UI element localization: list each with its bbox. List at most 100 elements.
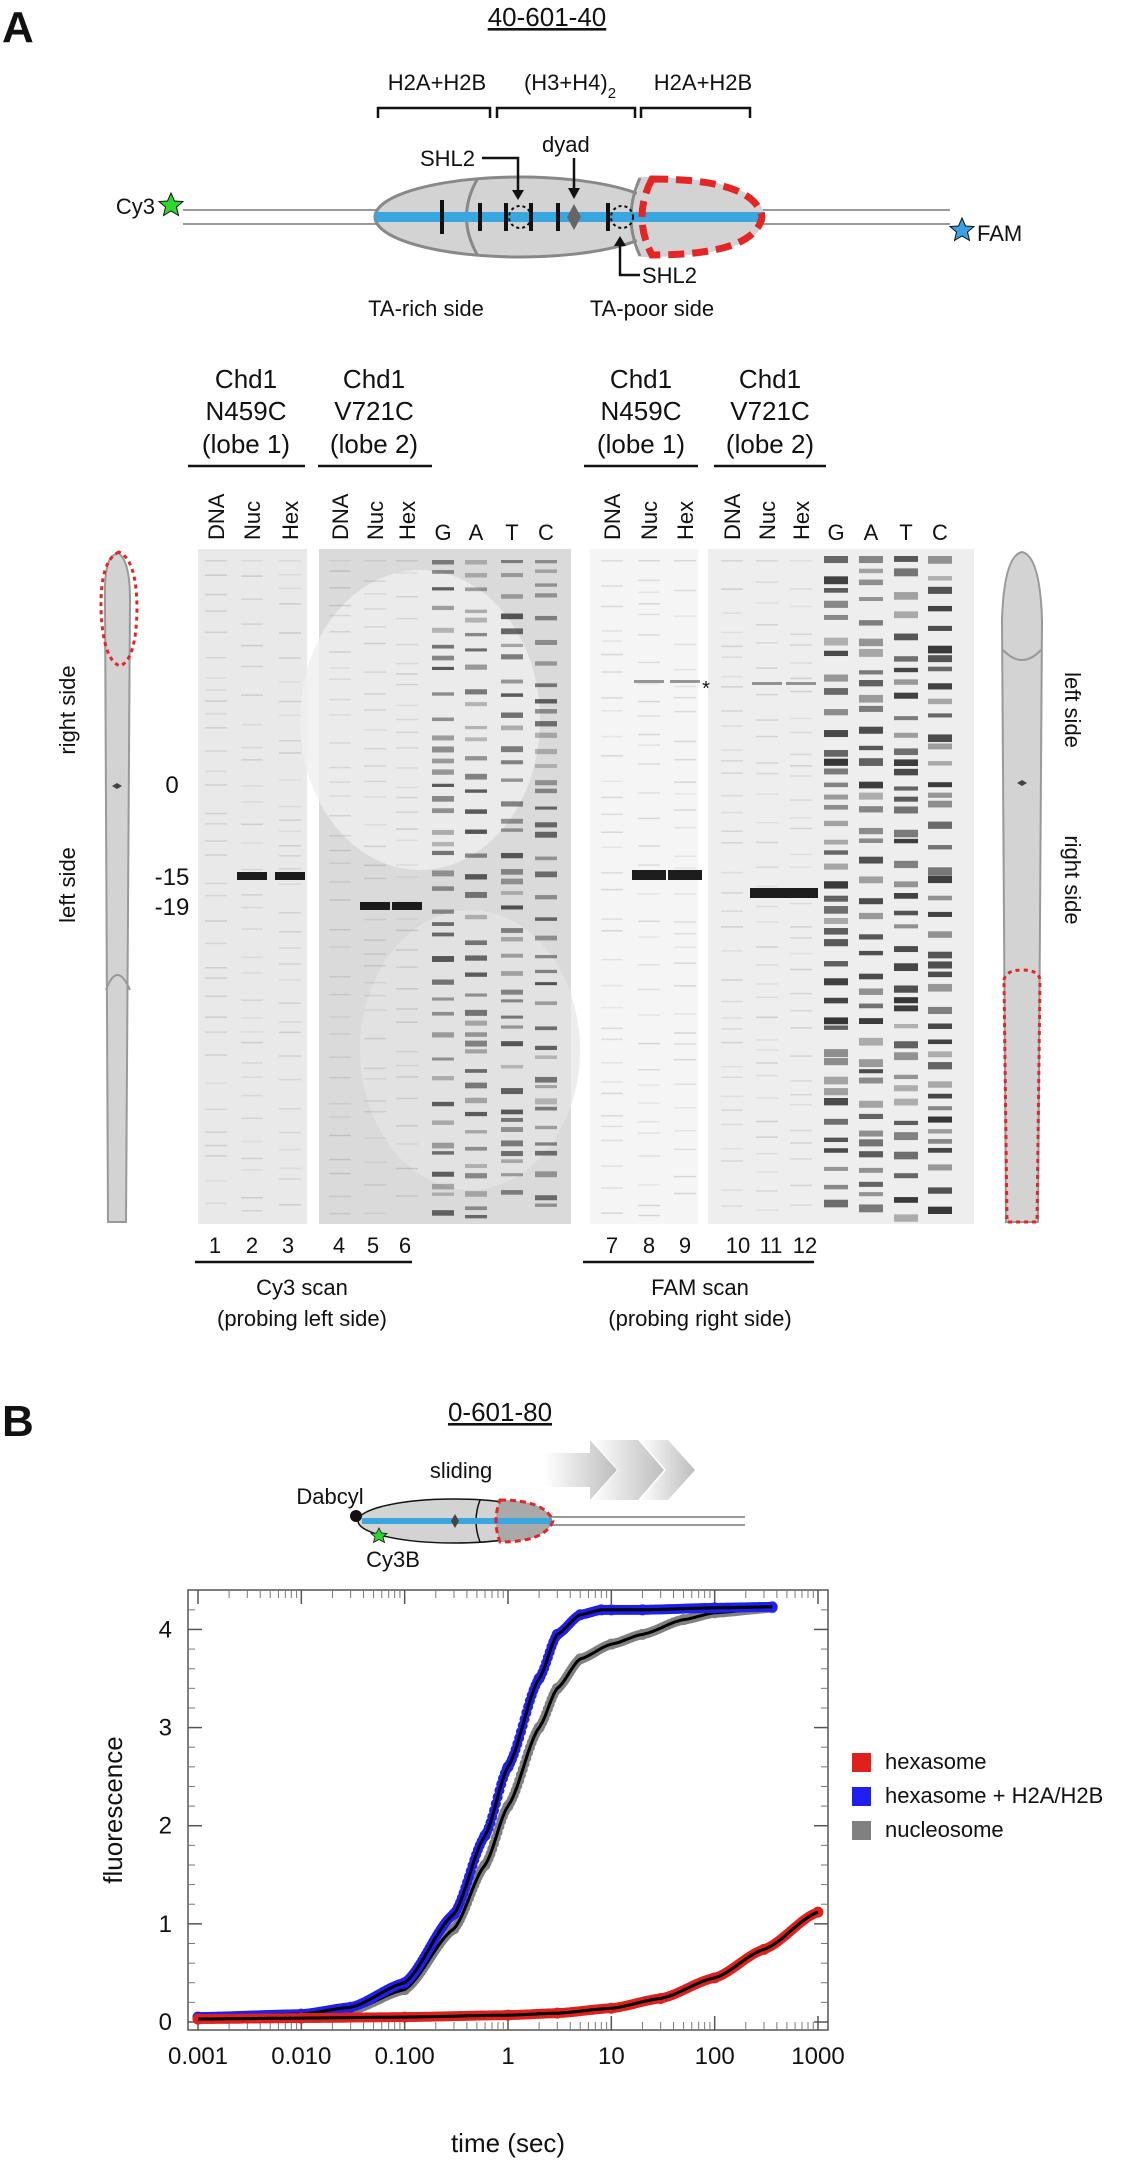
- gel-band: [465, 829, 487, 834]
- gel-band: [465, 1069, 487, 1073]
- gel-band: [432, 655, 454, 661]
- gel-band: [432, 909, 454, 914]
- gel-band: [237, 872, 267, 880]
- nucleosome-schematic: [157, 175, 976, 259]
- gel-band: [894, 985, 918, 993]
- gel-band: [859, 726, 883, 734]
- position-minus19-label: -19: [155, 894, 190, 921]
- gel-band: [501, 628, 523, 635]
- gel-band: [928, 1187, 952, 1194]
- gel-band: [859, 705, 883, 712]
- gel-band: [824, 978, 848, 986]
- gel-band: [756, 602, 778, 604]
- gel-band: [721, 926, 743, 928]
- gel-band: [501, 1159, 523, 1164]
- gel-band: [721, 686, 743, 688]
- group-header-4: Chd1 V721C (lobe 2): [714, 364, 826, 468]
- gel-band: [721, 1205, 743, 1207]
- gel-band: [601, 605, 623, 608]
- gel-band: [432, 808, 454, 814]
- gel-band: [279, 681, 301, 683]
- legend-label: hexasome: [885, 1749, 987, 1774]
- gel-band: [329, 781, 351, 783]
- gel-band: [790, 1055, 812, 1057]
- gel-band: [535, 748, 557, 755]
- gel-band: [241, 1041, 263, 1044]
- gel-band: [465, 573, 487, 578]
- gel-band: [721, 1109, 743, 1111]
- svg-text:Chd1: Chd1: [610, 364, 672, 394]
- gel-band: [824, 1097, 848, 1106]
- gel-band: [396, 617, 418, 620]
- gel-band: [601, 1027, 623, 1030]
- lane-number: 3: [282, 1233, 294, 1258]
- gel-band: [721, 631, 743, 634]
- gel-band: [279, 574, 301, 576]
- gel-band: [756, 693, 778, 696]
- gel-band: [329, 993, 351, 996]
- gel-band: [790, 662, 812, 664]
- gel-band: [601, 710, 623, 712]
- gel-band: [721, 1017, 743, 1019]
- gel-band: [638, 893, 660, 895]
- gel-band: [638, 700, 660, 703]
- gel-band: [721, 1123, 743, 1126]
- gel-band: [674, 710, 696, 713]
- svg-text:N459C: N459C: [601, 396, 682, 426]
- gel-band: [756, 1039, 778, 1041]
- gel-band: [535, 822, 557, 828]
- gel-band: [894, 667, 918, 673]
- gel-band: [465, 609, 487, 614]
- gel-band: [364, 918, 386, 921]
- gel-band: [721, 1041, 743, 1044]
- lane-header: T: [899, 520, 912, 545]
- lane-header: DNA: [204, 493, 229, 540]
- gel-band: [756, 996, 778, 999]
- gel-band: [859, 568, 883, 574]
- gel-band: [465, 1111, 487, 1117]
- gel-band: [859, 876, 883, 884]
- gel-band: [928, 683, 952, 690]
- gel-band: [501, 1151, 523, 1157]
- gel-band: [501, 712, 523, 718]
- gel-band: [638, 733, 660, 736]
- gel-band: [928, 867, 952, 876]
- gel-band: [756, 946, 778, 948]
- gel-band: [894, 611, 918, 619]
- gel-band: [465, 955, 487, 961]
- gel-band: [824, 749, 848, 757]
- gel-band: [790, 937, 812, 939]
- gel-band: [432, 1210, 454, 1216]
- gel-band: [859, 792, 883, 800]
- gel-band: [432, 783, 454, 787]
- gel-band: [465, 993, 487, 997]
- gel-band: [756, 762, 778, 764]
- gel-band: [432, 796, 454, 802]
- legend-swatch: [852, 1753, 871, 1772]
- gel-band: [279, 979, 301, 981]
- gel-band: [928, 792, 952, 798]
- gel-band: [601, 1081, 623, 1083]
- gel-band: [535, 569, 557, 573]
- gel-band: [329, 614, 351, 617]
- y-axis-label: fluorescence: [98, 1736, 128, 1883]
- gel-band: [364, 965, 386, 967]
- y-tick-label: 2: [159, 1813, 172, 1840]
- gel-band: [364, 747, 386, 750]
- cy3-star-icon: [157, 191, 185, 217]
- gel-band: [364, 608, 386, 610]
- gel-band: [894, 1151, 918, 1160]
- gel-band: [205, 1144, 227, 1147]
- gel-band: [364, 1009, 386, 1011]
- gel-cy3-lobe1: [198, 549, 307, 1224]
- gel-band: [535, 806, 557, 810]
- fret-nucleosome-schematic: [350, 1498, 745, 1544]
- gel-band: [790, 633, 812, 636]
- gel-band: [465, 702, 487, 707]
- gel-band: [364, 953, 386, 955]
- gel-band: [501, 989, 523, 995]
- gel-band: [205, 560, 227, 562]
- svg-text:Chd1: Chd1: [739, 364, 801, 394]
- gel-band: [721, 892, 743, 894]
- gel-band: [634, 680, 664, 683]
